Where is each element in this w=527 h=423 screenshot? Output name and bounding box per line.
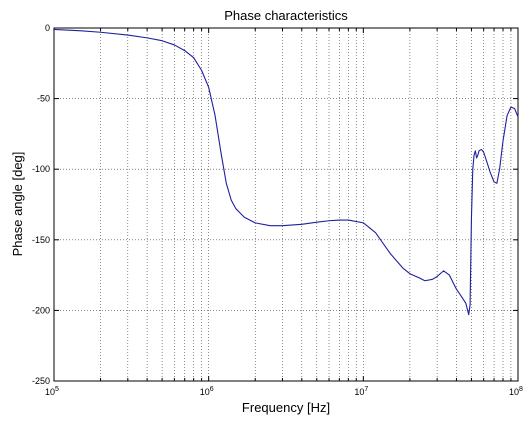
series-layer [53, 28, 519, 316]
y-tick-label: 0 [45, 23, 50, 33]
grid [54, 28, 518, 381]
y-tick-label: -50 [37, 94, 50, 104]
y-tick-label: -100 [32, 164, 50, 174]
y-axis-label: Phase angle [deg] [10, 152, 25, 257]
x-tick-label: 107 [354, 386, 368, 397]
x-tick-label: 105 [45, 386, 59, 397]
y-tick-label: -250 [32, 376, 50, 386]
x-tick-label: 108 [509, 386, 523, 397]
plot-frame [53, 27, 519, 382]
x-tick-labels: 105 106 107 108 [45, 386, 523, 397]
y-tick-label: -150 [32, 235, 50, 245]
y-tick-label: -200 [32, 305, 50, 315]
axis-ticks [53, 27, 518, 382]
phase-series-line [53, 28, 519, 316]
x-axis-label: Frequency [Hz] [242, 400, 330, 415]
chart-title: Phase characteristics [224, 8, 348, 23]
y-tick-labels: 0 -50 -100 -150 -200 -250 [32, 23, 50, 386]
x-tick-label: 106 [200, 386, 214, 397]
